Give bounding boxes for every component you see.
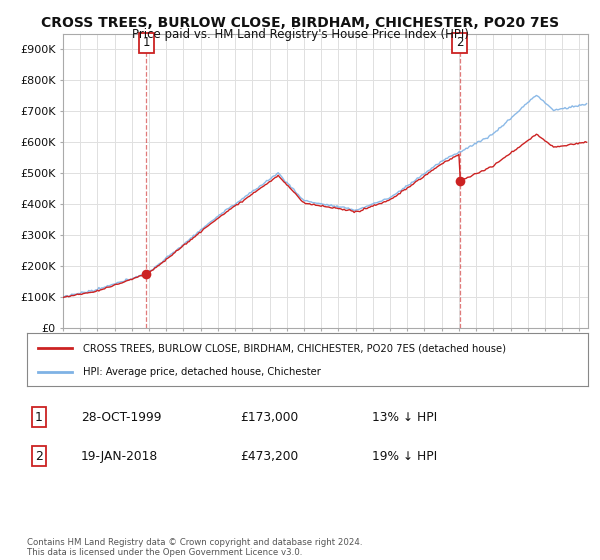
- Text: 1: 1: [142, 36, 150, 49]
- Text: £173,000: £173,000: [240, 410, 298, 424]
- Text: HPI: Average price, detached house, Chichester: HPI: Average price, detached house, Chic…: [83, 366, 321, 376]
- Text: 2: 2: [35, 450, 43, 463]
- Text: £473,200: £473,200: [240, 450, 298, 463]
- Text: 19% ↓ HPI: 19% ↓ HPI: [372, 450, 437, 463]
- Text: CROSS TREES, BURLOW CLOSE, BIRDHAM, CHICHESTER, PO20 7ES (detached house): CROSS TREES, BURLOW CLOSE, BIRDHAM, CHIC…: [83, 343, 506, 353]
- Text: Contains HM Land Registry data © Crown copyright and database right 2024.
This d: Contains HM Land Registry data © Crown c…: [27, 538, 362, 557]
- Text: 1: 1: [35, 410, 43, 424]
- Text: Price paid vs. HM Land Registry's House Price Index (HPI): Price paid vs. HM Land Registry's House …: [131, 28, 469, 41]
- Text: 2: 2: [456, 36, 464, 49]
- Text: 19-JAN-2018: 19-JAN-2018: [81, 450, 158, 463]
- Text: 13% ↓ HPI: 13% ↓ HPI: [372, 410, 437, 424]
- Text: CROSS TREES, BURLOW CLOSE, BIRDHAM, CHICHESTER, PO20 7ES: CROSS TREES, BURLOW CLOSE, BIRDHAM, CHIC…: [41, 16, 559, 30]
- Text: 28-OCT-1999: 28-OCT-1999: [81, 410, 161, 424]
